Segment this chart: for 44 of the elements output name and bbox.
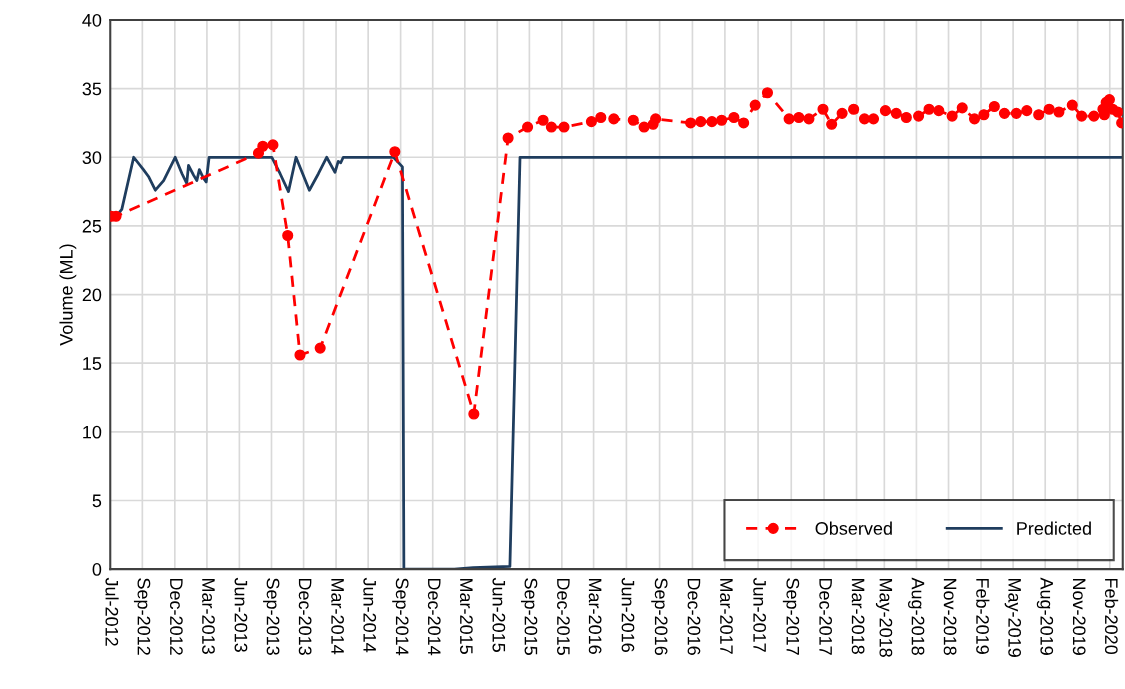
- legend-label: Predicted: [1017, 521, 1091, 535]
- x-tick-label: Dec-2016: [687, 578, 701, 655]
- x-tick-label: Sep-2014: [392, 578, 409, 656]
- x-tick-label: Dec-2015: [557, 578, 570, 655]
- y-tick-label: 10: [83, 425, 102, 439]
- x-tick-label: Feb-2019: [976, 578, 990, 654]
- x-tick-label: Dec-2012: [169, 578, 183, 655]
- x-tick-label: Nov-2018: [943, 578, 957, 655]
- x-tick-label: Sep-2016: [651, 578, 668, 655]
- x-tick-label: Sep-2015: [520, 578, 538, 655]
- x-tick-label: Dec-2017: [819, 578, 833, 655]
- x-tick-label: Mar-2016: [588, 578, 602, 654]
- x-tick-label: Mar-2015: [459, 578, 473, 654]
- x-tick-label: Feb-2020: [1104, 578, 1119, 655]
- x-tick-label: Aug-2018: [908, 577, 925, 655]
- x-tick-label: Mar-2018: [851, 578, 865, 654]
- y-tick-label: 30: [82, 151, 102, 164]
- x-tick-label: Sep-2012: [133, 578, 151, 655]
- x-tick-label: Aug-2019: [1036, 577, 1054, 655]
- y-tick-label: 5: [92, 494, 102, 508]
- y-tick-label: 20: [82, 288, 102, 302]
- x-tick-label: Nov-2019: [1072, 578, 1086, 655]
- y-tick-label: 35: [82, 82, 102, 96]
- x-tick-label: May-2018: [875, 578, 893, 657]
- x-tick-label: Sep-2017: [782, 578, 800, 655]
- x-tick-label: May-2019: [1004, 578, 1022, 657]
- y-tick-label: 25: [82, 219, 102, 233]
- x-tick-label: Mar-2014: [331, 578, 344, 655]
- y-axis-title: Volume (ML): [59, 244, 77, 346]
- x-tick-label: Dec-2013: [298, 578, 312, 655]
- x-tick-label: Jun-2016: [621, 577, 635, 652]
- y-tick-label: 15: [83, 357, 102, 370]
- y-tick-label: 40: [82, 13, 102, 27]
- x-tick-label: Jun-2013: [234, 577, 248, 652]
- x-tick-label: Jun-2014: [363, 577, 377, 653]
- x-tick-label: Mar-2017: [720, 578, 733, 654]
- x-tick-label: Jun-2015: [492, 577, 506, 652]
- x-tick-label: Jun-2017: [753, 577, 767, 652]
- x-tick-label: Dec-2014: [427, 578, 441, 656]
- legend-label: Observed: [815, 521, 892, 535]
- x-tick-label: Mar-2013: [202, 578, 215, 654]
- x-tick-label: Sep-2013: [263, 578, 280, 655]
- y-tick-label: 0: [92, 563, 102, 576]
- x-tick-label: Jul-2012: [105, 577, 119, 646]
